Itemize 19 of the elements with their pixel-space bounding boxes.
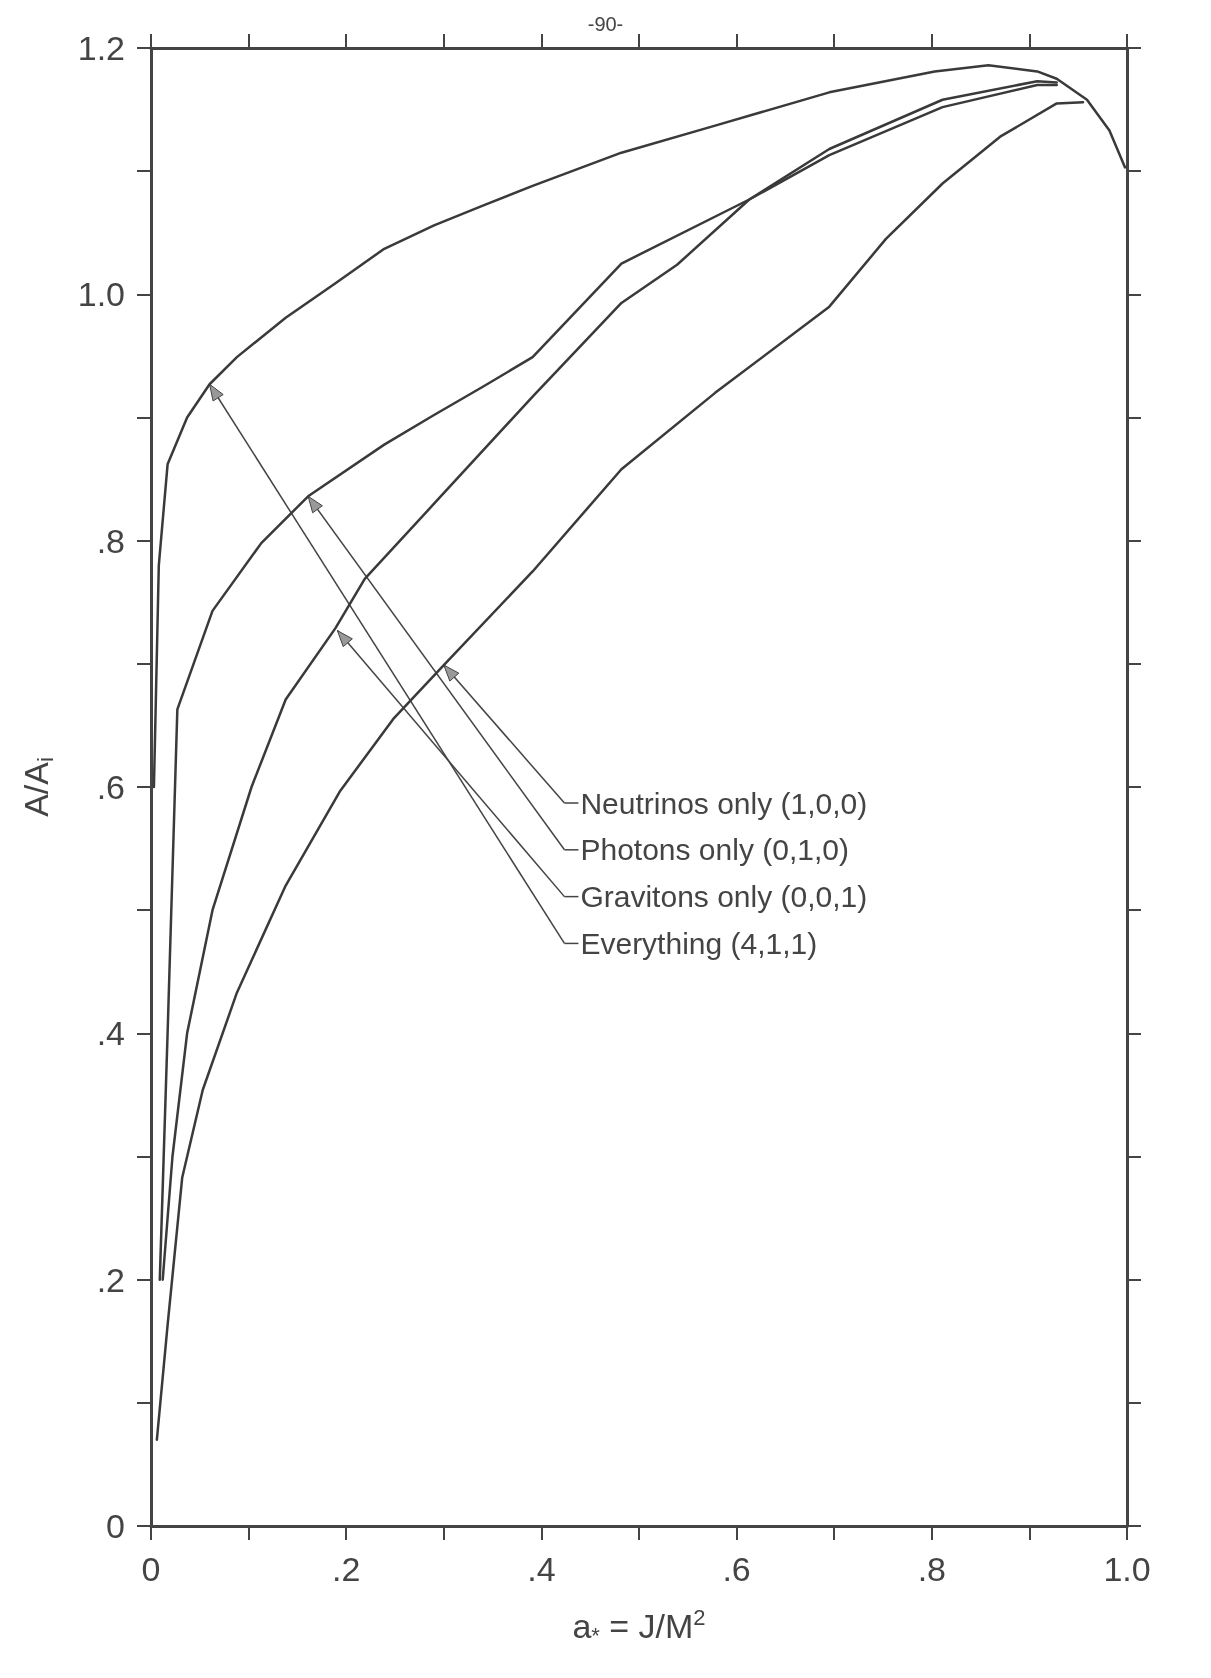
y-axis-title: A/Ai bbox=[17, 757, 58, 817]
x-tick-label: .6 bbox=[722, 1550, 751, 1588]
y-tick-label: 0 bbox=[106, 1507, 125, 1545]
annotation: Gravitons only (0,0,1) bbox=[580, 880, 868, 914]
x-tick-label: 1.0 bbox=[1103, 1550, 1151, 1588]
text: -90- bbox=[587, 13, 624, 35]
y-tick-label: .6 bbox=[96, 768, 125, 806]
annotation: Photons only (0,1,0) bbox=[580, 833, 849, 867]
x-tick-label: 0 bbox=[141, 1550, 161, 1588]
x-tick-label: .4 bbox=[527, 1550, 556, 1588]
y-tick-label: .8 bbox=[96, 521, 125, 560]
x-tick-label: .2 bbox=[332, 1550, 361, 1588]
y-tick-label: 1.0 bbox=[77, 275, 125, 314]
annotation: Neutrinos only (1,0,0) bbox=[580, 786, 868, 820]
y-tick-label: 1.2 bbox=[77, 29, 125, 67]
x-tick-label: .8 bbox=[917, 1550, 946, 1588]
y-tick-label: .2 bbox=[96, 1260, 125, 1299]
annotation: Everything (4,1,1) bbox=[580, 926, 818, 960]
y-tick-label: .4 bbox=[96, 1014, 125, 1053]
